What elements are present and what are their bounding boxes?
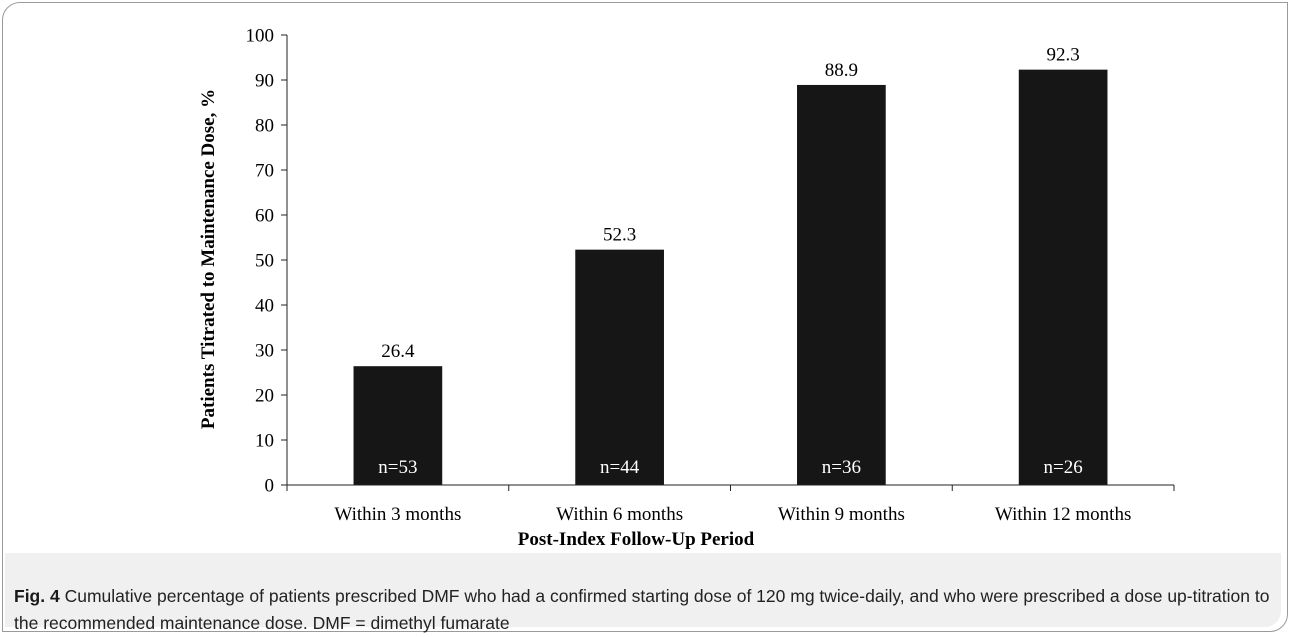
bar-value-label: 52.3 (603, 225, 636, 246)
bar-n-label: n=53 (378, 457, 417, 478)
y-axis-label: Patients Titrated to Maintenance Dose, % (198, 89, 219, 429)
bar-chart: 0 10 20 30 40 50 60 70 80 90 100 26.4 n=53 52.3 n=44 8… (198, 26, 1175, 550)
bar-n-label: n=26 (1044, 457, 1083, 478)
y-tick-label: 30 (255, 341, 274, 362)
y-tick-label: 100 (246, 26, 275, 47)
x-tick-label: Within 6 months (556, 504, 683, 525)
y-tick-label: 50 (255, 251, 274, 272)
y-tick-label: 70 (255, 161, 274, 182)
bar (797, 84, 886, 485)
bar-n-label: n=36 (822, 457, 861, 478)
x-tick-label: Within 12 months (995, 504, 1131, 525)
bar-value-label: 92.3 (1047, 45, 1080, 66)
figure-caption: Fig. 4 Cumulative percentage of patients… (14, 583, 1276, 637)
y-tick-label: 10 (255, 431, 274, 452)
y-tick-label: 80 (255, 116, 274, 137)
bar (353, 366, 443, 485)
caption-text: Cumulative percentage of patients prescr… (14, 586, 1270, 633)
bar-value-label: 26.4 (381, 341, 415, 362)
y-tick-label: 20 (255, 386, 274, 407)
bar-value-label: 88.9 (825, 60, 858, 81)
bar-n-label: n=44 (600, 457, 640, 478)
x-tick-label: Within 9 months (778, 504, 905, 525)
x-tick-label: Within 3 months (334, 504, 461, 525)
y-tick-label: 0 (265, 476, 275, 497)
bar (1018, 69, 1108, 486)
x-axis-label: Post-Index Follow-Up Period (518, 529, 755, 550)
y-axis-ticks: 0 10 20 30 40 50 60 70 80 90 100 (246, 26, 287, 497)
bar (575, 249, 664, 485)
y-tick-label: 60 (255, 206, 274, 227)
bars: 26.4 n=53 52.3 n=44 88.9 n=36 92.3 n=26 (353, 45, 1108, 486)
y-tick-label: 40 (255, 296, 274, 317)
x-axis-ticks: Within 3 months Within 6 months Within 9 m… (286, 485, 1175, 525)
figure-label: Fig. 4 (14, 586, 60, 606)
caption-box (5, 553, 1281, 627)
y-tick-label: 90 (255, 71, 274, 92)
